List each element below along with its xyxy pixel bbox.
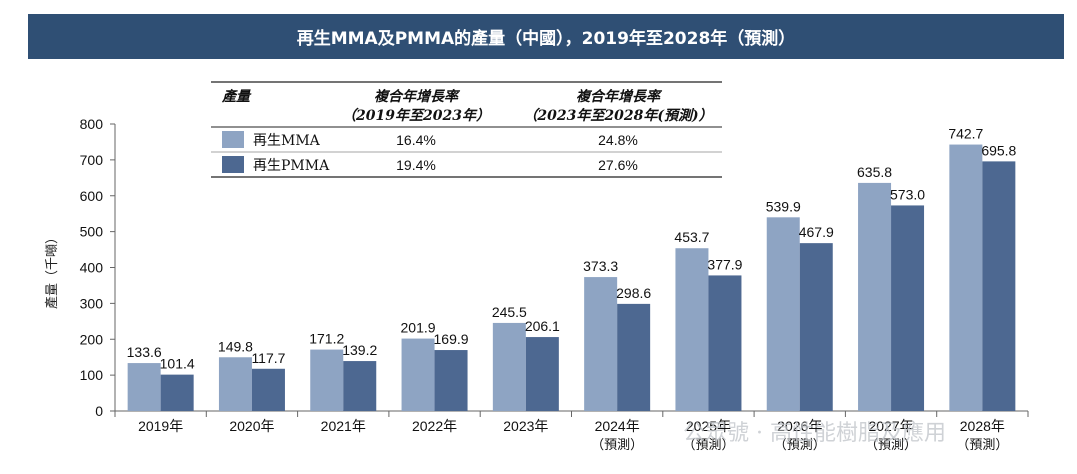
x-tick-label: 2025年 <box>686 418 731 434</box>
bar-mma <box>858 182 892 411</box>
value-label-pmma: 169.9 <box>434 331 469 347</box>
x-tick-label: 2024年 <box>595 418 640 434</box>
bar-mma <box>492 322 526 411</box>
table-row-label-pmma: 再生PMMA <box>253 158 330 174</box>
bar-mma <box>766 217 800 411</box>
bar-mma <box>310 349 344 411</box>
legend-swatch-pmma <box>222 156 244 173</box>
value-label-pmma: 101.4 <box>160 356 195 372</box>
chart-title: 再生MMA及PMMA的產量（中國），2019年至2028年（預測） <box>28 14 1064 59</box>
y-tick-label: 700 <box>80 152 104 168</box>
table-header-cagr2-line1: 複合年增長率 <box>576 88 663 105</box>
value-label-mma: 635.8 <box>857 164 892 180</box>
table-header-cagr1-line1: 複合年增長率 <box>374 88 461 105</box>
value-label-mma: 742.7 <box>948 126 983 142</box>
bar-mma <box>675 248 709 411</box>
x-tick-forecast-note: （預測） <box>956 438 1008 453</box>
bar-mma <box>218 357 252 411</box>
bar-pmma <box>160 374 194 411</box>
value-label-mma: 373.3 <box>583 258 618 274</box>
y-tick-label: 300 <box>80 295 104 311</box>
bar-pmma <box>799 243 833 411</box>
x-tick-forecast-note: （預測） <box>591 438 643 453</box>
x-tick-forecast-note: （預測） <box>682 438 734 453</box>
table-cell-mma-cagr2: 24.8% <box>598 132 638 148</box>
bar-mma <box>949 144 983 411</box>
bar-pmma <box>251 368 285 411</box>
table-header-cagr1-line2: （2019年至2023年） <box>342 107 490 124</box>
value-label-pmma: 139.2 <box>342 342 377 358</box>
bar-mma <box>401 338 435 411</box>
bar-pmma <box>434 350 468 411</box>
table-cell-pmma-cagr1: 19.4% <box>396 157 436 173</box>
bar-mma <box>127 363 161 411</box>
table-header-metric: 產量 <box>221 88 252 105</box>
table-row-label-mma: 再生MMA <box>253 133 321 149</box>
y-tick-label: 800 <box>80 116 104 132</box>
x-tick-label: 2021年 <box>321 418 366 434</box>
x-tick-label: 2020年 <box>229 418 274 434</box>
value-label-pmma: 695.8 <box>981 142 1016 158</box>
table-header-cagr2-line2: （2023年至2028年(預測)） <box>523 107 712 124</box>
bar-pmma <box>525 337 559 411</box>
y-axis-title: 產量（千噸） <box>44 231 60 309</box>
legend-swatch-mma <box>222 131 244 148</box>
bar-pmma <box>891 205 925 411</box>
bar-pmma <box>982 161 1016 411</box>
x-tick-label: 2019年 <box>138 418 183 434</box>
axes: 0 100 200 300 400 500 600 700 800 <box>80 116 1029 419</box>
y-tick-label: 400 <box>80 260 104 276</box>
value-label-mma: 201.9 <box>401 320 436 336</box>
x-tick-label: 2023年 <box>503 418 548 434</box>
value-label-mma: 149.8 <box>218 338 253 354</box>
y-tick-label: 100 <box>80 367 104 383</box>
x-tick-label: 2026年 <box>777 418 822 434</box>
x-tick-label: 2028年 <box>960 418 1005 434</box>
bar-pmma <box>617 303 651 411</box>
bar-pmma <box>343 361 377 411</box>
watermark: 公眾號 · 高性能樹脂及應用 <box>683 420 946 446</box>
value-label-mma: 245.5 <box>492 304 527 320</box>
value-label-pmma: 298.6 <box>616 285 651 301</box>
table-cell-mma-cagr1: 16.4% <box>396 132 436 148</box>
x-tick-forecast-note: （預測） <box>774 438 826 453</box>
bar-pmma <box>708 275 742 411</box>
bar-mma <box>584 277 618 411</box>
cagr-table: 產量 複合年增長率 （2019年至2023年） 複合年增長率 （2023年至20… <box>211 81 722 178</box>
y-tick-label: 600 <box>80 188 104 204</box>
value-label-mma: 539.9 <box>766 198 801 214</box>
y-tick-label: 500 <box>80 224 104 240</box>
table-cell-pmma-cagr2: 27.6% <box>598 157 638 173</box>
y-tick-label: 200 <box>80 331 104 347</box>
value-label-pmma: 206.1 <box>525 318 560 334</box>
y-tick-label: 0 <box>95 403 103 419</box>
value-label-mma: 453.7 <box>674 229 709 245</box>
value-label-pmma: 117.7 <box>251 350 285 366</box>
value-label-pmma: 377.9 <box>707 256 742 272</box>
value-label-mma: 133.6 <box>127 344 162 360</box>
bars <box>127 144 1016 411</box>
x-tick-forecast-note: （預測） <box>865 438 917 453</box>
x-tick-label: 2027年 <box>868 418 913 434</box>
x-tick-label: 2022年 <box>412 418 457 434</box>
value-label-mma: 171.2 <box>309 331 344 347</box>
value-label-pmma: 467.9 <box>799 224 834 240</box>
value-label-pmma: 573.0 <box>890 186 925 202</box>
